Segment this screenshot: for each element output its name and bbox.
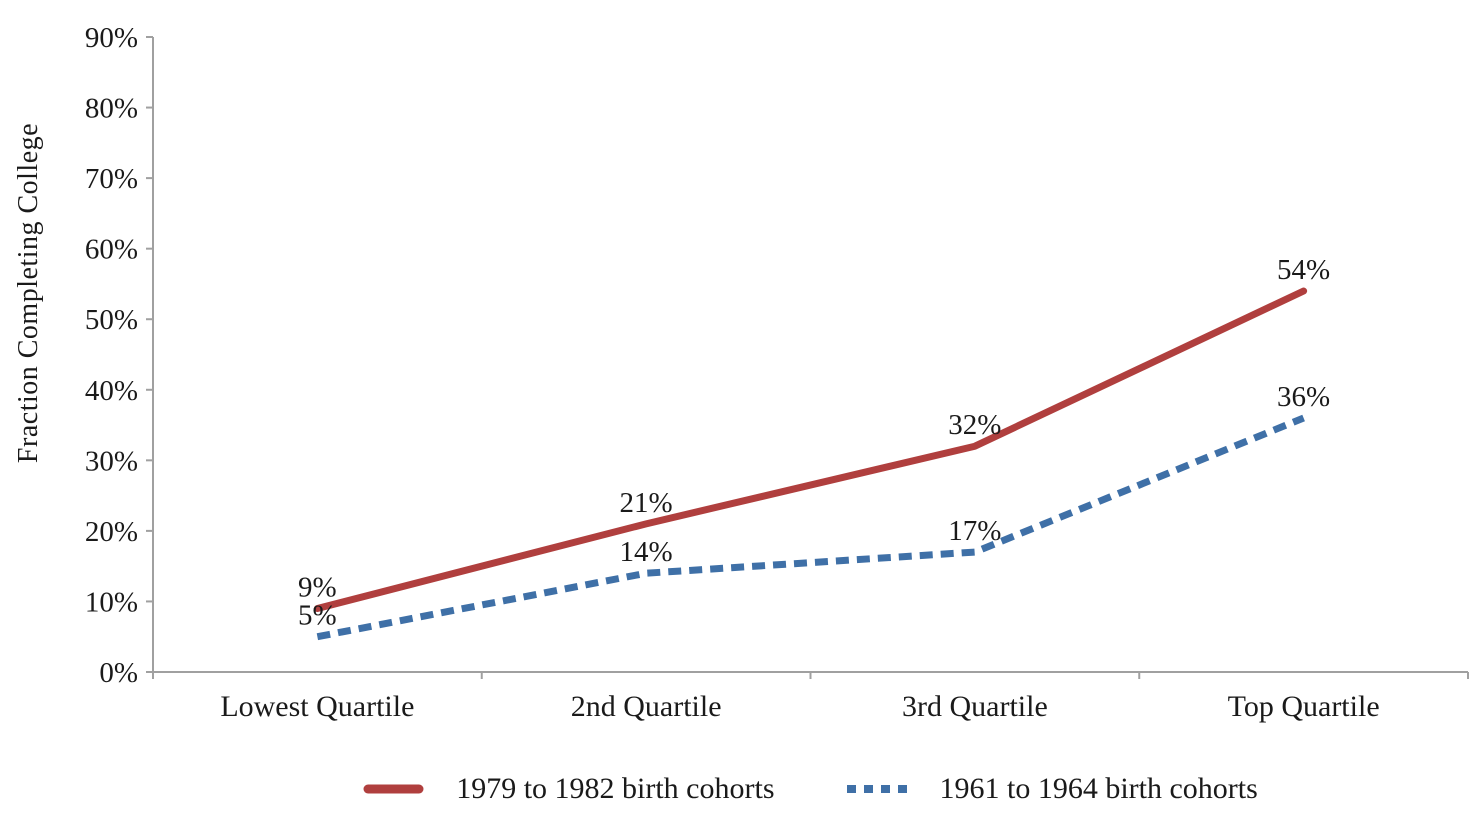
- series-line-0: [313, 287, 1308, 612]
- y-axis-tick-label: 40%: [85, 375, 138, 407]
- legend-item-series-1: 1961 to 1964 birth cohorts: [846, 772, 1258, 806]
- y-axis-tick-label: 30%: [85, 445, 138, 477]
- y-axis-tick-label: 60%: [85, 234, 138, 266]
- y-axis-tick-label: 90%: [85, 22, 138, 54]
- legend-item-series-0: 1979 to 1982 birth cohorts: [363, 772, 775, 806]
- x-axis-category-label: Top Quartile: [1228, 690, 1380, 723]
- legend-label-series-0: 1979 to 1982 birth cohorts: [456, 772, 775, 805]
- x-axis-category-label: 3rd Quartile: [902, 690, 1048, 723]
- data-label-series-0: 54%: [1277, 254, 1330, 286]
- y-axis-tick-label: 50%: [85, 304, 138, 336]
- y-axis-tick-label: 0%: [99, 657, 138, 689]
- y-axis-title: Fraction Completing College: [13, 122, 44, 464]
- data-label-series-1: 17%: [948, 515, 1001, 547]
- legend-label-series-1: 1961 to 1964 birth cohorts: [939, 772, 1258, 805]
- data-label-series-1: 5%: [298, 600, 337, 632]
- data-label-series-1: 36%: [1277, 381, 1330, 413]
- data-label-series-0: 21%: [620, 487, 673, 519]
- y-axis-tick-label: 10%: [85, 586, 138, 618]
- data-label-series-0: 32%: [948, 409, 1001, 441]
- chart-legend: 1979 to 1982 birth cohorts 1961 to 1964 …: [153, 772, 1468, 806]
- y-axis-tick-label: 20%: [85, 516, 138, 548]
- y-axis-tick-label: 70%: [85, 163, 138, 195]
- x-axis-category-label: 2nd Quartile: [571, 690, 722, 723]
- x-axis-category-label: Lowest Quartile: [220, 690, 414, 723]
- y-axis-tick-label: 80%: [85, 93, 138, 125]
- dashed-line-swatch-icon: [846, 785, 908, 793]
- data-label-series-1: 14%: [620, 536, 673, 568]
- series-line-1: [316, 414, 1305, 641]
- data-label-series-0: 9%: [298, 572, 337, 604]
- solid-line-swatch-icon: [363, 784, 424, 794]
